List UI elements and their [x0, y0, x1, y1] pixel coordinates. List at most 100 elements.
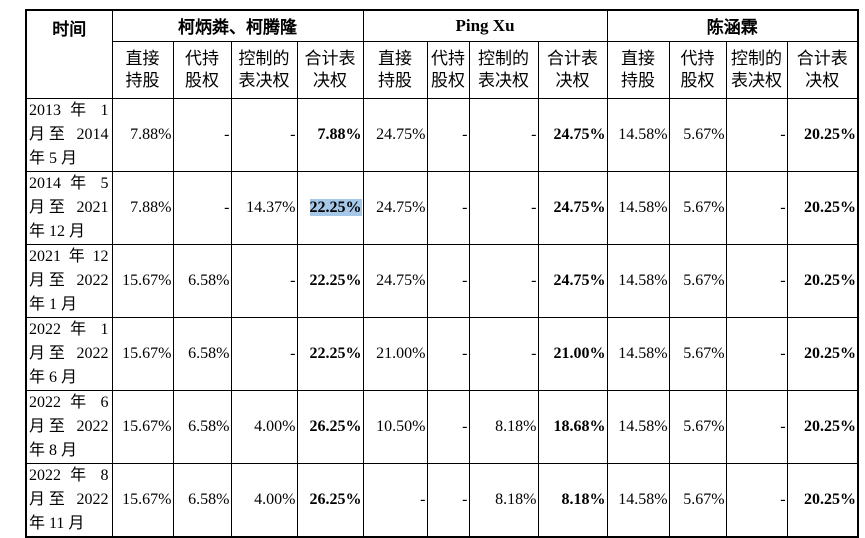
- cell-text: 24.75%: [376, 198, 426, 216]
- cell-text: -: [780, 344, 786, 362]
- cell-text: 20.25%: [804, 125, 857, 143]
- group-header: 陈涵霖: [606, 9, 859, 42]
- period-cell: 2022 年 1 月至 2022 年 6 月: [25, 316, 113, 391]
- value-cell: 24.75%: [362, 97, 428, 172]
- cell-text: -: [462, 271, 468, 289]
- cell-text: 5.67%: [683, 271, 725, 289]
- value-cell: 14.58%: [606, 316, 670, 391]
- sub-header-text: 合计表决权: [547, 48, 599, 90]
- sub-header-text: 代持股权: [185, 48, 219, 90]
- value-cell: -: [725, 462, 788, 537]
- cell-text: -: [290, 344, 296, 362]
- cell-text: 24.75%: [553, 125, 606, 143]
- period-cell: 2022 年 8 月至 2022 年 11 月: [25, 462, 113, 537]
- data-row: 2013 年 1 月至 2014 年 5 月 7.88% - - 7.88% 24.75%…: [25, 97, 859, 172]
- sub-header: 合计表决权: [296, 40, 364, 99]
- value-cell: 15.67%: [111, 389, 174, 464]
- cell-text: 26.25%: [309, 490, 362, 508]
- value-cell: -: [725, 389, 788, 464]
- cell-text: 10.50%: [376, 417, 426, 435]
- sub-header: 控制的表决权: [725, 40, 788, 99]
- cell-text: 21.00%: [376, 344, 426, 362]
- value-cell: 14.58%: [606, 97, 670, 172]
- cell-text: 14.58%: [618, 417, 668, 435]
- cell-text: 24.75%: [376, 271, 426, 289]
- data-row: 2022 年 6 月至 2022 年 8 月 15.67% 6.58% 4.00% 26…: [25, 389, 859, 464]
- cell-text: 14.58%: [618, 490, 668, 508]
- cell-text: 14.58%: [618, 198, 668, 216]
- cell-text: 24.75%: [553, 198, 606, 216]
- period-cell: 2014 年 5 月至 2021 年 12 月: [25, 170, 113, 245]
- cell-text: 4.00%: [254, 490, 296, 508]
- cell-text: -: [462, 344, 468, 362]
- value-cell: -: [426, 97, 470, 172]
- cell-text: 5.67%: [683, 125, 725, 143]
- cell-text: -: [780, 417, 786, 435]
- value-cell: 15.67%: [111, 462, 174, 537]
- value-cell: -: [468, 316, 539, 391]
- cell-text: 7.88%: [317, 125, 362, 143]
- cell-text: 6.58%: [188, 271, 230, 289]
- group-header: 柯炳粦、柯腾隆: [111, 9, 364, 42]
- total-cell: 26.25%: [296, 389, 364, 464]
- sub-header-text: 直接持股: [621, 48, 656, 90]
- total-cell: 20.25%: [786, 97, 859, 172]
- cell-text: 8.18%: [495, 490, 537, 508]
- value-cell: 5.67%: [668, 97, 727, 172]
- table-body: 时间 柯炳粦、柯腾隆 Ping Xu 陈涵霖 直接持股 代持股权 控制的表决权 合计表决权 直接…: [25, 9, 859, 537]
- cell-text: -: [780, 198, 786, 216]
- cell-text: 20.25%: [804, 490, 857, 508]
- total-cell: 20.25%: [786, 389, 859, 464]
- header-row: 时间 柯炳粦、柯腾隆 Ping Xu 陈涵霖: [25, 9, 859, 99]
- cell-text: -: [531, 344, 537, 362]
- cell-text: -: [224, 125, 230, 143]
- cell-text: 22.25%: [309, 344, 362, 362]
- value-cell: 14.58%: [606, 243, 670, 318]
- value-cell: -: [230, 243, 298, 318]
- value-cell: -: [230, 316, 298, 391]
- cell-text: -: [531, 271, 537, 289]
- value-cell: 7.88%: [111, 97, 174, 172]
- cell-text: -: [420, 490, 426, 508]
- value-cell: 14.58%: [606, 170, 670, 245]
- sub-header-text: 直接持股: [378, 48, 412, 90]
- cell-text: -: [462, 125, 468, 143]
- total-cell: 20.25%: [786, 316, 859, 391]
- value-cell: 5.67%: [668, 389, 727, 464]
- data-row: 2022 年 1 月至 2022 年 6 月 15.67% 6.58% -22.25%…: [25, 316, 859, 391]
- total-cell: 22.25%: [296, 170, 364, 245]
- sub-header: 直接持股: [362, 40, 428, 99]
- cell-text: 7.88%: [130, 125, 172, 143]
- sub-header-text: 代持股权: [680, 48, 715, 90]
- cell-text: -: [462, 198, 468, 216]
- cell-text: 15.67%: [122, 344, 172, 362]
- value-cell: 14.37%: [230, 170, 298, 245]
- sub-header: 控制的表决权: [468, 40, 539, 99]
- cell-text: 15.67%: [122, 271, 172, 289]
- cell-text: 15.67%: [122, 417, 172, 435]
- cell-text: -: [780, 490, 786, 508]
- cell-text: 6.58%: [188, 417, 230, 435]
- cell-text: 24.75%: [553, 271, 606, 289]
- cell-text: 6.58%: [188, 490, 230, 508]
- value-cell: -: [468, 243, 539, 318]
- cell-text: 14.58%: [618, 125, 668, 143]
- total-cell: 18.68%: [537, 389, 608, 464]
- cell-text: 22.25%: [309, 271, 362, 289]
- sub-header-text: 控制的表决权: [731, 48, 783, 90]
- cell-text: -: [290, 125, 296, 143]
- cell-text: 26.25%: [309, 417, 362, 435]
- value-cell: -: [725, 97, 788, 172]
- value-cell: -: [426, 389, 470, 464]
- value-cell: 14.58%: [606, 462, 670, 537]
- sub-header: 直接持股: [111, 40, 174, 99]
- cell-text: 15.67%: [122, 490, 172, 508]
- cell-text: -: [462, 490, 468, 508]
- value-cell: 15.67%: [111, 243, 174, 318]
- cell-text: 20.25%: [804, 417, 857, 435]
- sub-header: 代持股权: [172, 40, 232, 99]
- value-cell: 4.00%: [230, 462, 298, 537]
- sub-header: 合计表决权: [537, 40, 608, 99]
- value-cell: 4.00%: [230, 389, 298, 464]
- cell-text: 5.67%: [683, 198, 725, 216]
